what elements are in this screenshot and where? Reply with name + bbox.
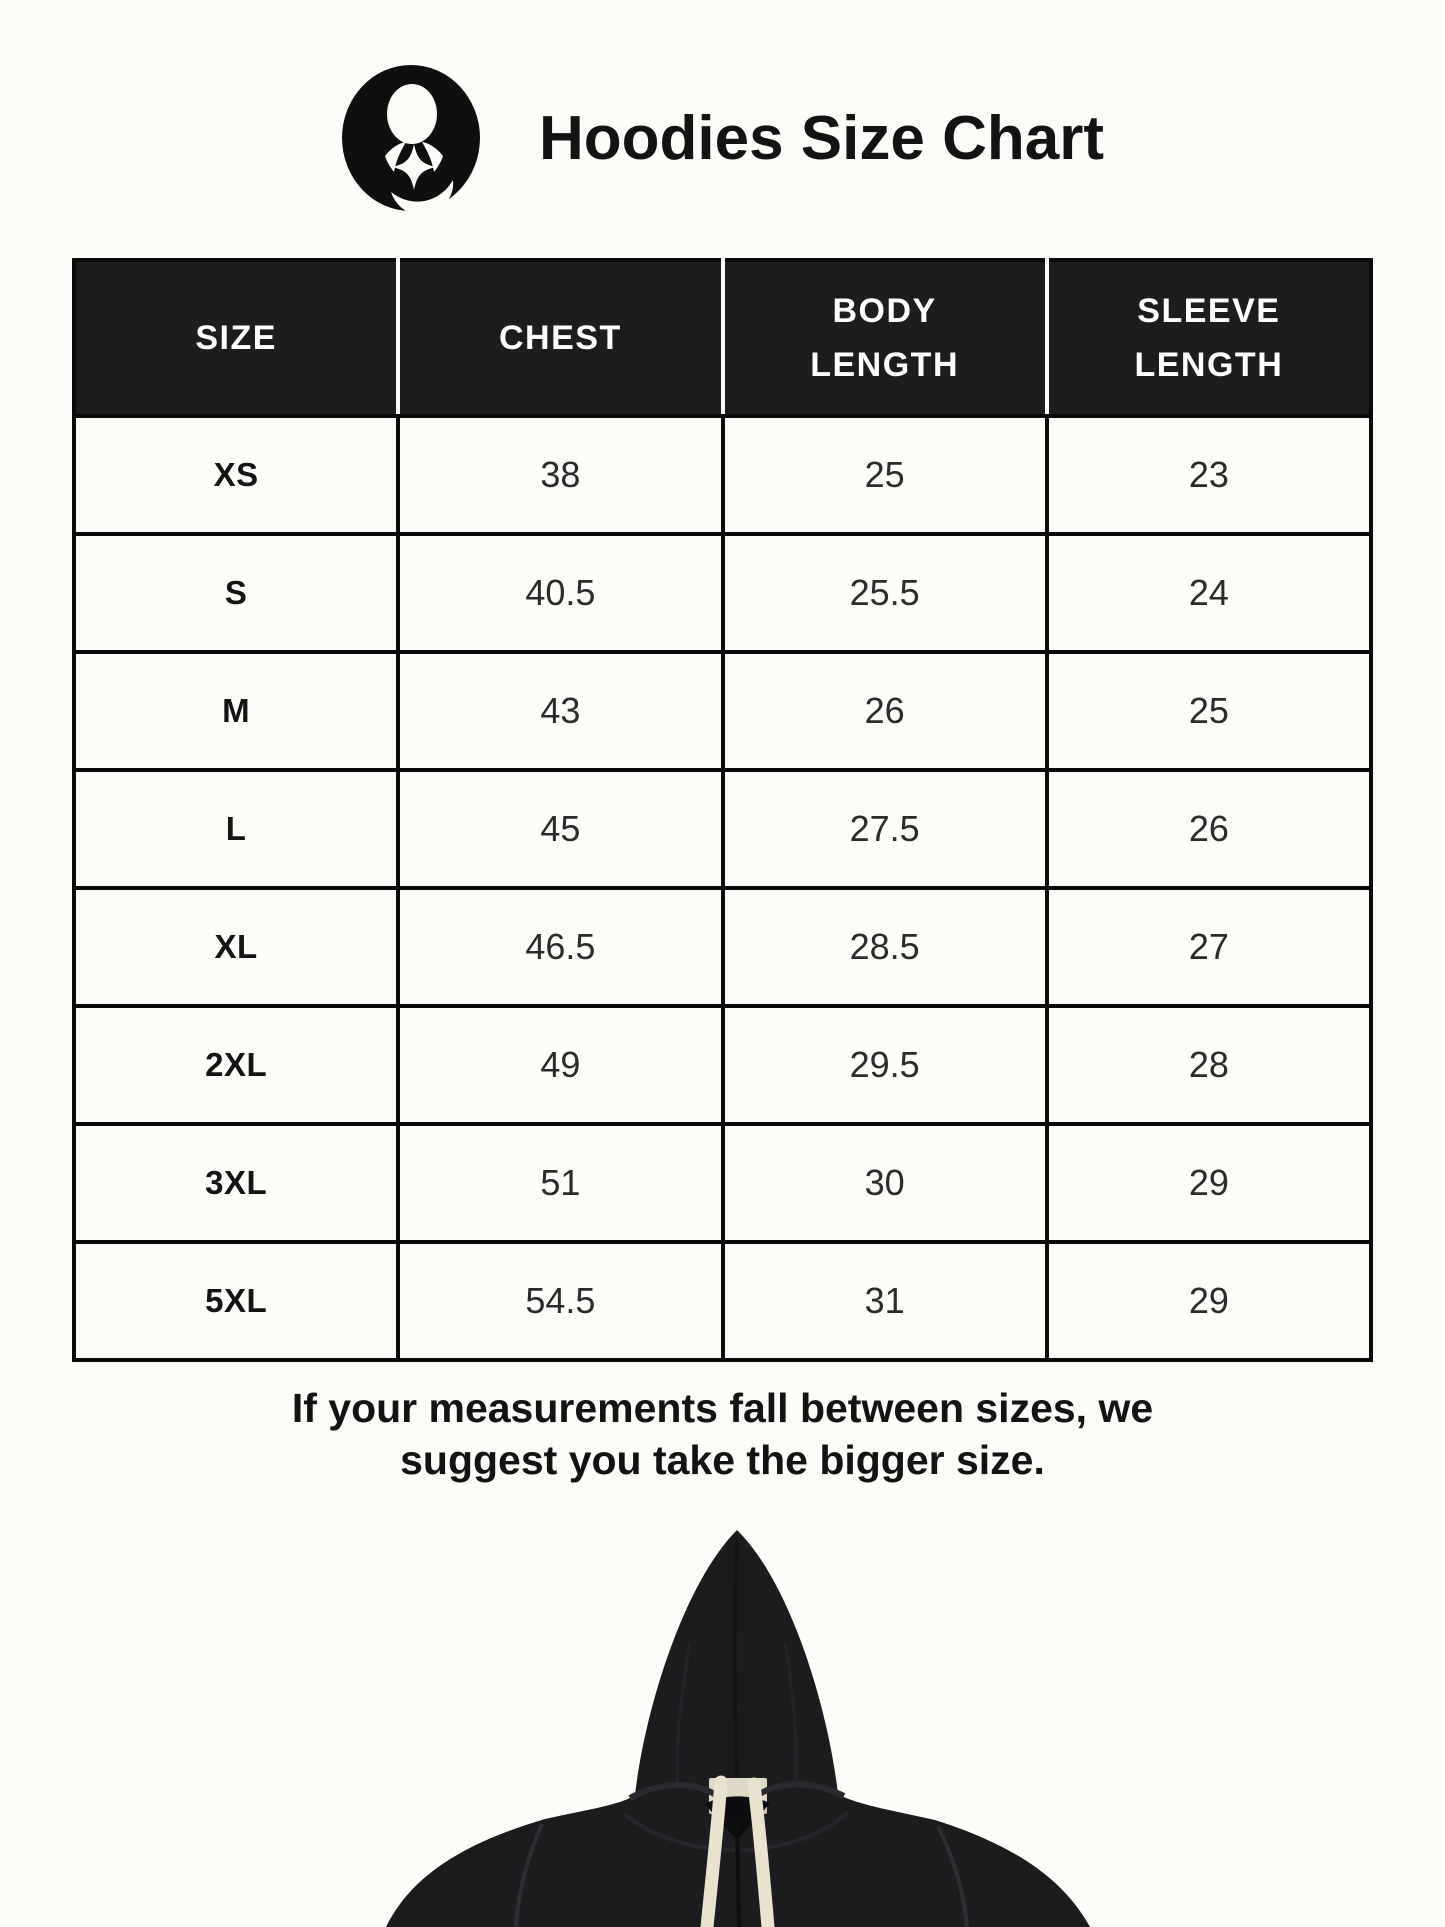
cell-3xl-chest: 51 bbox=[396, 1122, 725, 1244]
cell-s-body-length: 25.5 bbox=[720, 532, 1049, 654]
cell-s-chest: 40.5 bbox=[396, 532, 725, 654]
cell-m-size: M bbox=[71, 650, 401, 772]
cell-m-chest: 43 bbox=[396, 650, 725, 772]
cell-s-size: S bbox=[71, 532, 401, 654]
cell-2xl-body-length: 29.5 bbox=[720, 1004, 1049, 1126]
note-line-1: If your measurements fall between sizes,… bbox=[291, 1385, 1154, 1431]
table-row-3xl: 3XL 51 30 29 bbox=[71, 1122, 1374, 1244]
cell-xl-chest: 46.5 bbox=[396, 886, 725, 1008]
cell-3xl-body-length: 30 bbox=[720, 1122, 1049, 1244]
cell-xs-body-length: 25 bbox=[720, 414, 1049, 536]
table-row-xl: XL 46.5 28.5 27 bbox=[71, 886, 1374, 1008]
brand-header: Hoodies Size Chart bbox=[0, 64, 1445, 212]
cell-5xl-body-length: 31 bbox=[720, 1240, 1049, 1362]
column-header-label: BODY LENGTH bbox=[810, 291, 960, 384]
note-line-2: suggest you take the bigger size. bbox=[400, 1437, 1045, 1484]
cell-l-body-length: 27.5 bbox=[720, 768, 1049, 890]
column-header-label: CHEST bbox=[499, 318, 622, 357]
header-row: SIZE CHEST BODY LENGTH SLEEVE LENGTH bbox=[74, 260, 1371, 418]
cell-m-body-length: 26 bbox=[720, 650, 1049, 772]
cell-5xl-size: 5XL bbox=[71, 1240, 401, 1362]
column-header-size: SIZE bbox=[74, 260, 399, 418]
cell-s-sleeve-length: 24 bbox=[1044, 532, 1374, 654]
cell-5xl-chest: 54.5 bbox=[396, 1240, 725, 1362]
cell-3xl-size: 3XL bbox=[71, 1122, 401, 1244]
page-title: Hoodies Size Chart bbox=[539, 103, 1104, 173]
column-header-body-length: BODY LENGTH bbox=[720, 260, 1047, 418]
cell-3xl-sleeve-length: 29 bbox=[1044, 1122, 1374, 1244]
table-row-2xl: 2XL 49 29.5 28 bbox=[71, 1004, 1374, 1126]
cell-2xl-sleeve-length: 28 bbox=[1044, 1004, 1374, 1126]
size-chart-table: SIZE CHEST BODY LENGTH SLEEVE LENGTH XS 38 25… bbox=[71, 258, 1374, 1362]
column-header-label: SIZE bbox=[195, 318, 277, 357]
column-header-label: SLEEVE LENGTH bbox=[1134, 291, 1284, 384]
cell-xs-sleeve-length: 23 bbox=[1044, 414, 1374, 536]
cell-l-size: L bbox=[71, 768, 401, 890]
size-chart-table-wrap: SIZE CHEST BODY LENGTH SLEEVE LENGTH XS 38 25… bbox=[71, 258, 1374, 1362]
cell-l-chest: 45 bbox=[396, 768, 725, 890]
cell-2xl-size: 2XL bbox=[71, 1004, 401, 1126]
cell-xs-size: XS bbox=[71, 414, 401, 536]
column-header-sleeve-length: SLEEVE LENGTH bbox=[1044, 260, 1371, 418]
cell-xl-body-length: 28.5 bbox=[720, 886, 1049, 1008]
cell-l-sleeve-length: 26 bbox=[1044, 768, 1374, 890]
cell-xl-size: XL bbox=[71, 886, 401, 1008]
cell-xl-sleeve-length: 27 bbox=[1044, 886, 1374, 1008]
table-row-5xl: 5XL 54.5 31 29 bbox=[71, 1240, 1374, 1362]
table-row-m: M 43 26 25 bbox=[71, 650, 1374, 772]
table-row-l: L 45 27.5 26 bbox=[71, 768, 1374, 890]
brand-logo-icon bbox=[341, 64, 481, 212]
note-text: If your measurements fall between sizes,… bbox=[0, 1382, 1445, 1486]
table-row-xs: XS 38 25 23 bbox=[71, 414, 1374, 536]
column-header-chest: CHEST bbox=[396, 260, 723, 418]
table-row-s: S 40.5 25.5 24 bbox=[71, 532, 1374, 654]
cell-m-sleeve-length: 25 bbox=[1044, 650, 1374, 772]
cell-2xl-chest: 49 bbox=[396, 1004, 725, 1126]
hoodie-photo bbox=[290, 1522, 1156, 1927]
cell-xs-chest: 38 bbox=[396, 414, 725, 536]
cell-5xl-sleeve-length: 29 bbox=[1044, 1240, 1374, 1362]
